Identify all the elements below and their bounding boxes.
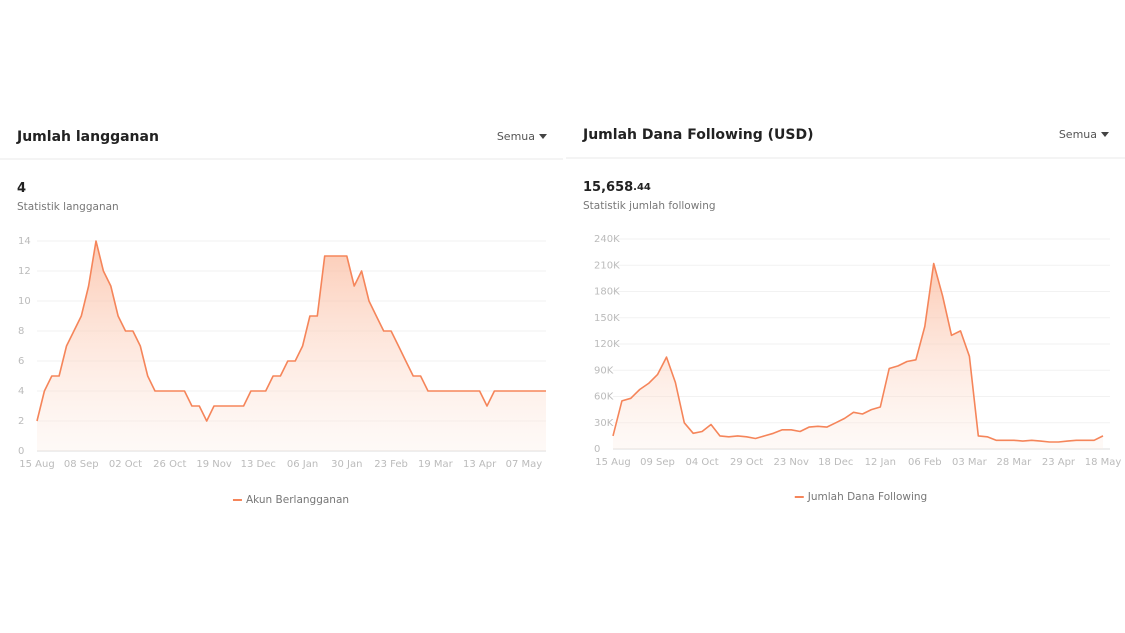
stat-value: 15,658.44 [583,180,651,195]
dropdown-arrow [539,134,547,139]
x-tick-label: 12 Jan [865,457,896,468]
x-tick-label: 18 May [1085,457,1122,468]
stat-label: Statistik langganan [17,201,119,213]
stat-value: 4 [17,181,26,196]
stat-main: 15,658 [583,180,633,195]
panel-title: Jumlah langganan [16,129,159,145]
y-tick-label: 30K [594,418,614,429]
y-tick-label: 10 [18,296,31,307]
x-tick-label: 29 Oct [730,457,763,468]
x-tick-label: 13 Dec [241,459,276,470]
x-tick-label: 26 Oct [153,459,186,470]
y-tick-label: 60K [594,392,614,403]
panel-title: Jumlah Dana Following (USD) [582,127,814,143]
y-tick-label: 210K [594,260,620,271]
x-tick-label: 23 Apr [1042,457,1076,468]
x-tick-label: 07 May [506,459,543,470]
x-tick-label: 08 Sep [64,459,99,470]
x-tick-label: 30 Jan [331,459,362,470]
x-tick-label: 19 Nov [196,459,232,470]
y-tick-label: 0 [594,444,600,455]
y-tick-label: 12 [18,266,31,277]
y-tick-label: 14 [18,236,31,247]
filter-dropdown[interactable]: Semua [1059,128,1109,141]
x-tick-label: 18 Dec [818,457,853,468]
x-tick-label: 03 Mar [952,457,988,468]
x-tick-label: 23 Nov [773,457,809,468]
x-tick-label: 28 Mar [997,457,1033,468]
stat-fraction: .44 [633,182,651,193]
x-tick-label: 09 Sep [640,457,675,468]
x-tick-label: 23 Feb [374,459,408,470]
y-tick-label: 6 [18,356,24,367]
y-tick-label: 90K [594,365,614,376]
x-tick-label: 15 Aug [595,457,630,468]
y-tick-label: 180K [594,287,620,298]
x-tick-label: 04 Oct [685,457,718,468]
area-fill [613,263,1103,449]
y-tick-label: 4 [18,386,24,397]
y-tick-label: 150K [594,313,620,324]
x-tick-label: 06 Feb [908,457,942,468]
legend-label: Akun Berlangganan [246,494,349,506]
y-tick-label: 120K [594,339,620,350]
x-tick-label: 15 Aug [19,459,54,470]
x-tick-label: 13 Apr [463,459,497,470]
x-tick-label: 06 Jan [287,459,318,470]
filter-label: Semua [497,130,535,143]
area-fill [37,241,546,451]
filter-dropdown[interactable]: Semua [497,130,547,143]
y-tick-label: 240K [594,234,620,245]
dropdown-arrow [1101,132,1109,137]
filter-label: Semua [1059,128,1097,141]
y-tick-label: 0 [18,446,24,457]
series-line [612,262,1104,443]
legend-label: Jumlah Dana Following [807,491,927,503]
stat-label: Statistik jumlah following [583,200,716,212]
legend-item: Jumlah Dana Following [794,491,927,503]
stat-main: 4 [17,181,26,196]
y-tick-label: 2 [18,416,24,427]
x-tick-label: 02 Oct [109,459,142,470]
y-tick-label: 8 [18,326,24,337]
x-tick-label: 19 Mar [418,459,454,470]
legend-item: Akun Berlangganan [232,494,349,506]
series-line [36,240,546,422]
